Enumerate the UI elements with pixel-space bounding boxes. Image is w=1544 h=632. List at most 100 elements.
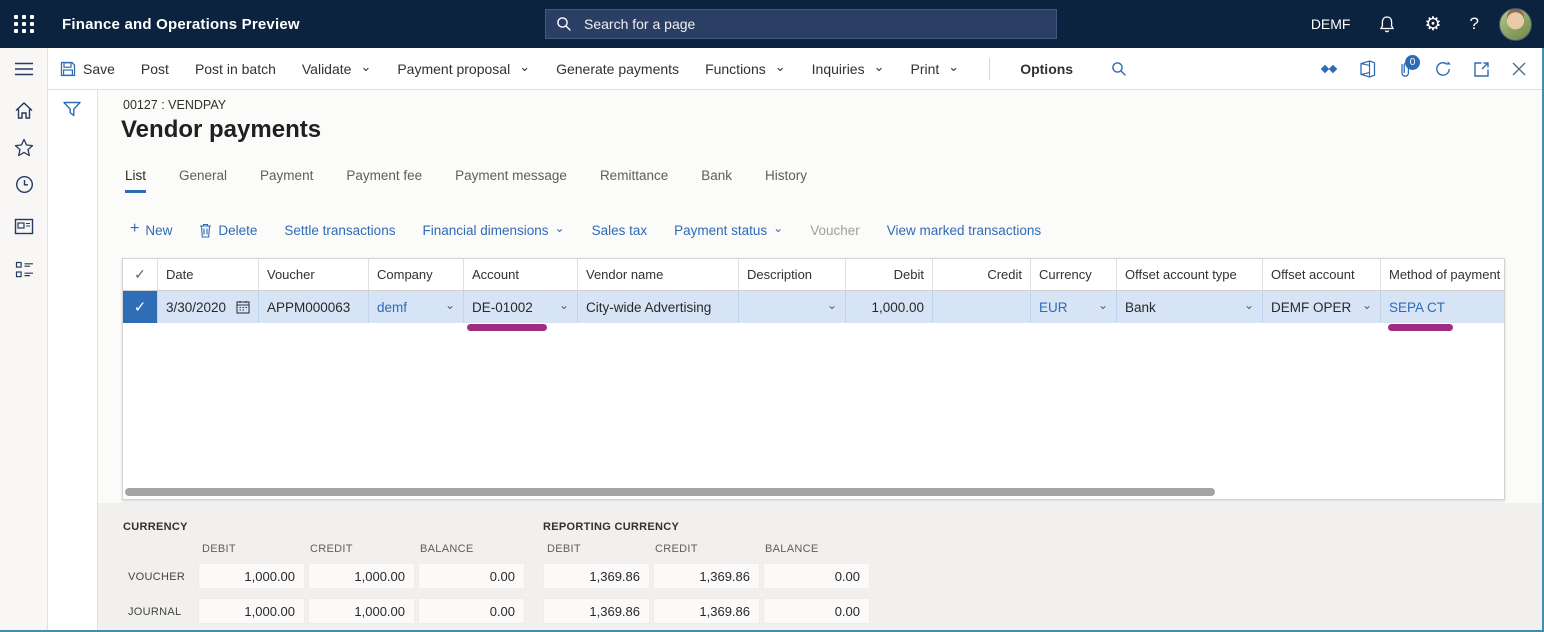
print-menu-button[interactable]: Print ⌄ [910,58,960,77]
settle-transactions-button[interactable]: Settle transactions [284,222,396,238]
chevron-down-icon[interactable]: ⌄ [1097,298,1108,312]
view-marked-transactions-button[interactable]: View marked transactions [886,222,1042,238]
column-header-voucher[interactable]: Voucher [259,259,369,290]
chevron-down-icon: ⌄ [873,58,885,74]
column-header-method-of-payment[interactable]: Method of payment [1389,267,1501,282]
cell-credit[interactable] [933,291,1031,323]
column-header-credit[interactable]: Credit [933,259,1031,290]
tab-general[interactable]: General [179,168,228,183]
cell-voucher[interactable]: APPM000063 [259,291,369,323]
cell-debit[interactable]: 1,000.00 [846,291,933,323]
settings-button[interactable]: ⚙ [1410,0,1455,48]
close-page-button[interactable] [1504,54,1534,84]
row-checkbox[interactable]: ✓ [123,291,158,323]
voucher-credit-value: 1,000.00 [308,563,415,589]
reporting-balance-header: BALANCE [765,543,819,555]
cell-date[interactable]: 3/30/2020 [158,291,259,323]
select-all-checkbox[interactable]: ✓ [123,259,158,290]
validate-menu-button[interactable]: Validate ⌄ [301,58,372,77]
options-button[interactable]: Options [1020,60,1074,77]
grid-header-row: ✓ Date Voucher Company Account Vendor na… [123,259,1504,291]
new-button[interactable]: + New [130,220,173,238]
generate-payments-button[interactable]: Generate payments [556,60,680,77]
post-in-batch-button[interactable]: Post in batch [194,60,276,77]
functions-menu-button[interactable]: Functions ⌄ [705,58,786,77]
glasses-icon [1320,64,1338,74]
company-picker[interactable]: DEMF [1310,16,1351,32]
financial-dimensions-menu-button[interactable]: Financial dimensions ⌄ [422,221,565,238]
personalize-glasses-button[interactable] [1314,54,1344,84]
chevron-down-icon: ⌄ [519,58,531,74]
chevron-down-icon[interactable]: ⌄ [444,298,455,312]
column-header-currency[interactable]: Currency [1031,259,1117,290]
tab-remittance[interactable]: Remittance [599,168,669,183]
column-header-debit[interactable]: Debit [846,259,933,290]
refresh-button[interactable] [1428,54,1458,84]
open-in-office-button[interactable] [1352,54,1382,84]
cell-method-of-payment[interactable]: SEPA CT [1389,299,1446,315]
chevron-down-icon[interactable]: ⌄ [1361,298,1372,312]
tab-bank[interactable]: Bank [701,168,732,183]
help-button[interactable]: ? [1469,14,1479,33]
tab-payment[interactable]: Payment [260,168,314,183]
reporting-journal-balance-value: 0.00 [763,598,870,624]
nav-favorites-button[interactable] [0,130,48,164]
notifications-button[interactable] [1364,0,1410,48]
scrollbar-thumb[interactable] [125,488,1215,496]
currency-balance-header: BALANCE [420,543,474,555]
filter-pane-strip [48,90,98,632]
chevron-down-icon[interactable]: ⌄ [1243,298,1254,312]
expand-nav-button[interactable] [0,52,48,86]
tab-payment-message[interactable]: Payment message [455,168,567,183]
recent-clock-icon [15,175,33,193]
nav-workspaces-button[interactable] [0,209,48,243]
avatar[interactable] [1499,7,1532,41]
delete-button[interactable]: Delete [199,223,257,238]
cell-offset-account-type[interactable]: Bank ⌄ [1117,291,1263,323]
chevron-down-icon[interactable]: ⌄ [826,298,837,312]
calendar-icon[interactable] [236,300,250,314]
app-launcher-waffle-icon[interactable] [0,0,48,48]
nav-home-button[interactable] [0,93,48,127]
column-header-account[interactable]: Account [464,259,578,290]
cell-currency[interactable]: EUR ⌄ [1031,291,1117,323]
open-in-new-window-button[interactable] [1466,54,1496,84]
attachments-button[interactable]: 0 [1390,54,1420,84]
horizontal-scrollbar[interactable] [124,486,1503,498]
tab-list[interactable]: List [125,168,147,193]
sales-tax-button[interactable]: Sales tax [591,222,648,238]
column-header-company[interactable]: Company [369,259,464,290]
currency-section-title: CURRENCY [123,521,188,533]
hamburger-icon [15,62,33,76]
inquiries-menu-button[interactable]: Inquiries ⌄ [811,58,885,77]
cell-company[interactable]: demf ⌄ [369,291,464,323]
tab-payment-fee[interactable]: Payment fee [346,168,423,183]
chevron-down-icon[interactable]: ⌄ [558,298,569,312]
column-header-description[interactable]: Description [739,259,846,290]
column-header-vendor-name[interactable]: Vendor name [578,259,739,290]
column-header-offset-account[interactable]: Offset account [1263,259,1381,290]
search-input[interactable] [582,15,1046,33]
filter-pane-button[interactable] [61,98,83,120]
cell-offset-account[interactable]: DEMF OPER ⌄ [1263,291,1381,323]
cell-vendor-name[interactable]: City-wide Advertising [578,291,739,323]
cell-account[interactable]: DE-01002 ⌄ [464,291,578,323]
payment-proposal-menu-button[interactable]: Payment proposal ⌄ [397,58,531,77]
delete-trash-icon [200,223,212,238]
save-label: Save [83,60,115,77]
voucher-debit-value: 1,000.00 [198,563,305,589]
post-button[interactable]: Post [140,60,169,77]
action-search-button[interactable] [1111,61,1127,77]
chevron-down-icon: ⌄ [360,58,372,74]
voucher-button: Voucher [810,222,860,238]
page-search-box[interactable] [545,9,1057,39]
tab-history[interactable]: History [765,168,808,183]
save-button[interactable]: Save [60,61,115,77]
nav-recent-button[interactable] [0,167,48,201]
table-row[interactable]: ✓ 3/30/2020 APPM000063 demf ⌄ DE-01002 ⌄ C… [123,291,1504,323]
column-header-offset-account-type[interactable]: Offset account type [1117,259,1263,290]
column-header-date[interactable]: Date [158,259,259,290]
payment-status-menu-button[interactable]: Payment status ⌄ [674,221,784,238]
cell-description[interactable]: ⌄ [739,291,846,323]
nav-modules-button[interactable] [0,253,48,287]
